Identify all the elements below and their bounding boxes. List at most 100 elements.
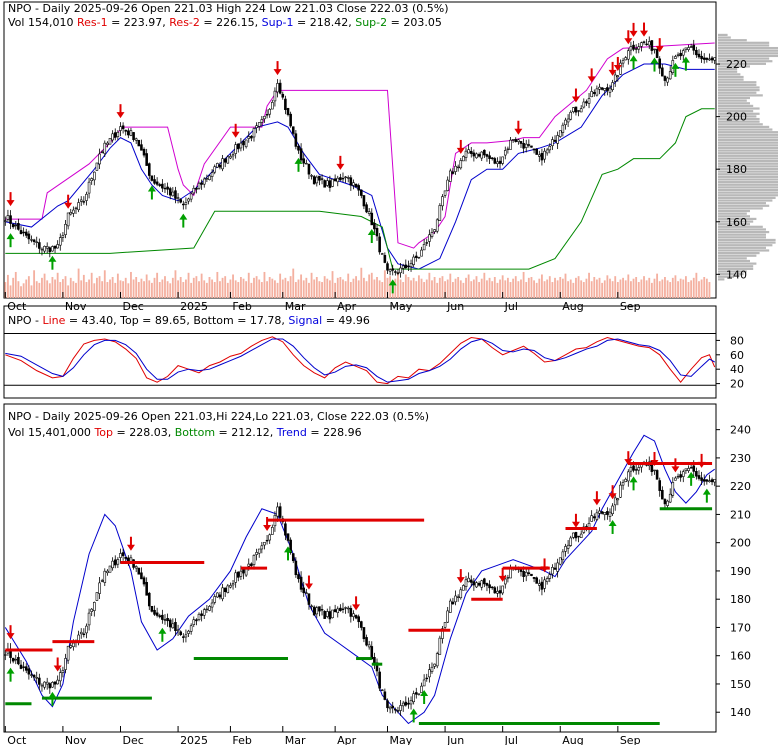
candle-body	[401, 265, 405, 269]
candle-body	[113, 559, 117, 566]
candle-body	[305, 592, 308, 594]
candle-body	[213, 166, 217, 173]
candle-body	[30, 239, 33, 241]
candle-body	[38, 677, 41, 685]
candle-body	[558, 130, 562, 137]
trend-x-tick-label: Feb	[232, 734, 251, 745]
candle-body	[658, 58, 662, 69]
candle-body	[595, 512, 599, 520]
sup-arrow-head	[629, 55, 638, 62]
candle-body	[564, 546, 567, 552]
candle-body	[441, 196, 444, 207]
volume-bar	[308, 282, 310, 298]
candle-body	[386, 263, 389, 271]
volume-profile-bar	[718, 112, 760, 115]
candle-body	[344, 176, 347, 179]
volume-bar	[132, 279, 135, 298]
candle-body	[221, 158, 224, 170]
res-arrow-head	[231, 131, 240, 138]
candle-body	[64, 223, 67, 235]
candle-body	[606, 87, 609, 91]
candle-body	[708, 480, 711, 483]
volume-bar	[279, 273, 282, 298]
volume-bar	[533, 280, 535, 298]
candle-body	[85, 625, 88, 634]
trend-y-tick-label: 230	[730, 452, 751, 465]
candle-body	[655, 470, 659, 480]
candle-body	[524, 143, 528, 148]
sup-arrow	[179, 213, 188, 228]
volume-bar	[475, 276, 478, 298]
volume-bar	[211, 279, 214, 298]
volume-bar	[648, 277, 651, 298]
candle-body	[307, 163, 311, 175]
volume-bar	[116, 273, 119, 298]
candle-body	[582, 101, 586, 108]
volume-bar	[242, 278, 245, 298]
volume-bar	[637, 282, 640, 298]
candle-body	[414, 255, 418, 258]
candle-body	[312, 176, 316, 185]
candle-body	[273, 90, 277, 102]
x-tick-label: Nov	[65, 300, 87, 313]
volume-bar	[355, 276, 357, 298]
volume-bar	[158, 282, 161, 298]
volume-bar	[271, 278, 274, 298]
res-arrow	[116, 104, 125, 119]
candle-body	[367, 644, 371, 648]
candle-body	[276, 83, 279, 93]
volume-bar	[559, 277, 562, 298]
candle-body	[668, 71, 672, 80]
volume-bar	[687, 282, 690, 298]
volume-bar	[632, 278, 635, 298]
candle-body	[627, 50, 630, 60]
candle-body	[352, 182, 355, 186]
volume-bar	[315, 277, 318, 298]
candle-body	[182, 203, 185, 206]
volume-bar	[72, 281, 75, 298]
oscillator-header-part-0: NPO -	[8, 314, 42, 327]
candle-body	[252, 555, 256, 565]
volume-profile-bar	[718, 259, 750, 263]
price-candles	[4, 36, 716, 278]
candle-body	[187, 630, 190, 634]
candle-body	[200, 613, 203, 616]
candle-body	[43, 681, 46, 688]
candle-body	[627, 471, 630, 482]
volume-profile-bar	[718, 65, 750, 68]
candle-body	[433, 663, 436, 667]
volume-bar	[22, 283, 25, 298]
candle-body	[197, 182, 201, 189]
candle-body	[9, 215, 12, 224]
volume-bar	[124, 277, 127, 298]
candle-body	[168, 619, 172, 628]
candle-body	[155, 612, 159, 616]
volume-bar	[679, 278, 682, 298]
volume-bar	[313, 279, 316, 298]
candle-body	[692, 44, 696, 51]
candle-body	[443, 622, 447, 628]
volume-bar	[64, 276, 67, 298]
candle-body	[464, 579, 468, 587]
volume-bar	[682, 279, 685, 298]
volume-bar	[82, 274, 85, 298]
volume-bar	[674, 275, 677, 298]
candle-body	[540, 153, 544, 161]
candle-body	[213, 596, 217, 603]
candle-body	[236, 571, 240, 578]
candle-body	[56, 679, 59, 685]
trend-header-line2-part-6: = 228.96	[307, 426, 362, 439]
volume-bar	[80, 280, 83, 298]
volume-bar	[703, 277, 706, 298]
volume-profile-bar	[718, 220, 754, 223]
candle-body	[11, 223, 15, 228]
volume-bar	[245, 281, 248, 298]
candle-body	[268, 534, 271, 541]
volume-bar	[386, 277, 389, 298]
volume-profile-bar	[718, 270, 747, 273]
volume-bar	[486, 280, 488, 298]
candle-body	[540, 581, 544, 590]
candle-body	[333, 178, 337, 182]
candle-body	[17, 657, 20, 665]
volume-bar	[465, 277, 467, 298]
